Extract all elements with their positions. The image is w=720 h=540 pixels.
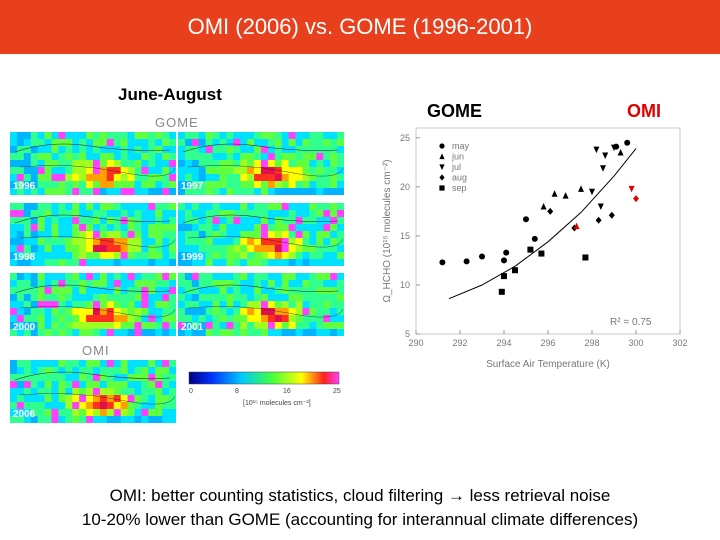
map-year-label: 2006 xyxy=(13,409,36,420)
hcho-map-2000: 2000 xyxy=(10,273,176,336)
y-tick-label: 20 xyxy=(400,182,410,192)
data-point-jul xyxy=(611,144,617,152)
x-tick-label: 294 xyxy=(496,338,511,348)
y-tick-label: 25 xyxy=(400,133,410,143)
data-point-jun xyxy=(578,185,584,192)
data-point-may xyxy=(523,216,529,223)
y-axis-label: Ω_HCHO (10¹⁵ molecules cm⁻²) xyxy=(382,159,393,302)
data-point-sep xyxy=(582,254,589,261)
y-tick-label: 15 xyxy=(400,231,410,241)
data-point-may xyxy=(479,253,485,260)
legend-entry: jun xyxy=(451,152,464,162)
data-point-jun xyxy=(617,149,624,156)
hcho-map-2001: 2001 xyxy=(178,273,344,336)
x-tick-label: 290 xyxy=(408,338,423,348)
data-point-omi xyxy=(628,185,635,193)
legend-entry: jul xyxy=(451,162,461,172)
y-tick-label: 5 xyxy=(405,329,410,339)
plot-frame xyxy=(415,127,681,335)
title-bar: OMI (2006) vs. GOME (1996-2001) xyxy=(0,0,720,54)
x-tick-label: 292 xyxy=(452,338,467,348)
data-point-may xyxy=(463,258,470,265)
data-point-jul xyxy=(600,165,606,172)
legend-entry: may xyxy=(452,141,470,151)
hcho-map-1999: 1999 xyxy=(178,203,344,266)
colorbar-gradient xyxy=(188,371,340,385)
data-point-jun xyxy=(540,202,547,210)
omi-panel-header: OMI xyxy=(82,343,110,358)
gome-panel-header: GOME xyxy=(155,115,199,130)
data-point-aug xyxy=(547,207,554,215)
x-tick-label: 298 xyxy=(584,338,599,348)
data-point-sep xyxy=(501,273,507,280)
data-point-omi xyxy=(633,195,639,203)
fit-curve xyxy=(448,148,637,300)
data-point-jul xyxy=(589,188,595,196)
colorbar-tick: 16 xyxy=(283,388,291,395)
footer-line-1: OMI: better counting statistics, cloud f… xyxy=(109,486,611,505)
data-point-jul xyxy=(602,152,609,159)
hcho-map-2006: 2006 xyxy=(10,360,176,423)
legend-entry: sep xyxy=(452,183,467,193)
data-point-may xyxy=(531,235,538,242)
colorbar-svg: 0 8 16 25 [10¹⁵ molecules cm⁻²] xyxy=(188,371,341,407)
legend-marker xyxy=(439,153,445,160)
data-point-jul xyxy=(597,203,604,210)
legend-marker xyxy=(439,174,445,181)
season-label: June-August xyxy=(118,85,222,104)
colorbar: 0 8 16 25 [10¹⁵ molecules cm⁻²] xyxy=(183,360,353,410)
x-axis-label: Surface Air Temperature (K) xyxy=(486,359,610,370)
hcho-map-1996: 1996 xyxy=(10,132,176,195)
omi-label: OMI xyxy=(627,101,661,121)
data-point-jun xyxy=(562,192,569,199)
x-tick-label: 300 xyxy=(628,338,643,348)
legend-entry: aug xyxy=(452,173,467,183)
data-point-may xyxy=(624,139,631,146)
colorbar-tick: 0 xyxy=(189,388,193,395)
colorbar-tick: 8 xyxy=(235,388,239,395)
data-point-may xyxy=(503,249,510,256)
data-point-omi xyxy=(573,222,580,230)
x-tick-label: 302 xyxy=(672,338,687,348)
map-year-label: 2001 xyxy=(181,322,204,333)
data-point-sep xyxy=(498,288,505,295)
data-point-sep xyxy=(512,267,518,274)
map-year-label: 1997 xyxy=(181,181,204,192)
legend-marker xyxy=(439,185,445,191)
legend-marker xyxy=(439,143,445,149)
map-year-label: 2000 xyxy=(13,322,36,333)
data-point-sep xyxy=(527,246,534,253)
gome-label: GOME xyxy=(427,101,483,121)
map-year-label: 1996 xyxy=(13,181,36,192)
hcho-map-1998: 1998 xyxy=(10,203,176,266)
colorbar-tick: 25 xyxy=(333,388,341,395)
data-point-may xyxy=(439,259,446,266)
slide-title: OMI (2006) vs. GOME (1996-2001) xyxy=(187,14,533,39)
legend-marker xyxy=(439,164,445,171)
map-year-label: 1999 xyxy=(181,252,204,263)
y-tick-label: 10 xyxy=(400,280,410,290)
scatter-chart: 290 292 294 296 298 300 302 5 10 15 20 25 mayjunjul… xyxy=(382,127,688,370)
data-point-aug xyxy=(608,211,615,219)
data-point-may xyxy=(501,257,507,264)
x-tick-label: 296 xyxy=(540,338,555,348)
data-point-sep xyxy=(538,250,545,257)
map-year-label: 1998 xyxy=(13,252,36,263)
data-point-jul xyxy=(593,146,600,154)
footer-line-2: 10-20% lower than GOME (accounting for i… xyxy=(81,510,639,529)
hcho-map-1997: 1997 xyxy=(178,132,344,195)
r-squared-annotation: R² = 0.75 xyxy=(610,317,652,328)
data-point-aug xyxy=(595,216,602,224)
colorbar-unit: [10¹⁵ molecules cm⁻²] xyxy=(243,400,311,407)
data-point-jun xyxy=(551,190,558,197)
